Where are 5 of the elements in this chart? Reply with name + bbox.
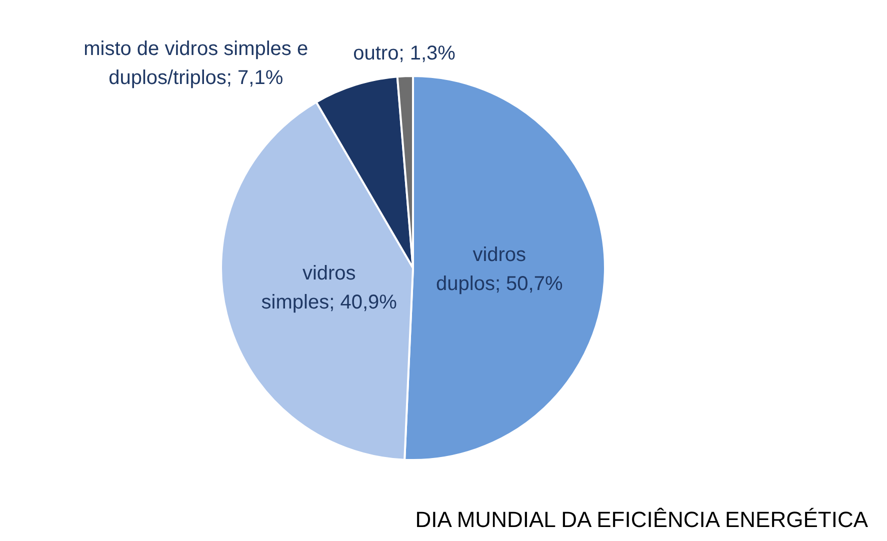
text: DIA MUNDIAL DA EFICIÊNCIA ENERGÉTICA bbox=[415, 506, 868, 534]
slice-label: misto de vidros simples e duplos/triplos; 7,1% bbox=[84, 38, 308, 89]
slice-label: vidros simples; 40,9% bbox=[261, 262, 398, 314]
slice-label: outro; 1,3% bbox=[353, 42, 456, 65]
slice-label: vidros duplos; 50,7% bbox=[436, 244, 563, 295]
